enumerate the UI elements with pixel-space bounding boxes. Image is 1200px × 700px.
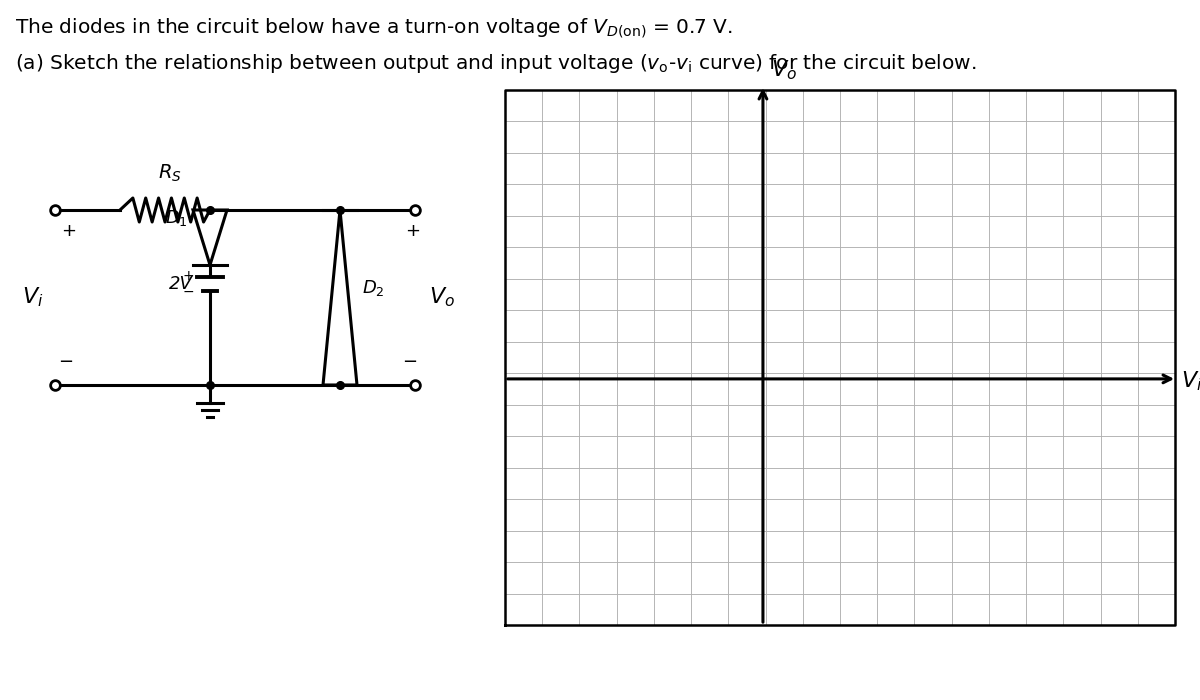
Text: $R_S$: $R_S$ bbox=[158, 162, 182, 184]
Text: +: + bbox=[182, 269, 194, 283]
Text: $D_2$: $D_2$ bbox=[362, 277, 385, 297]
Text: 2V: 2V bbox=[169, 275, 193, 293]
Text: $V_i$: $V_i$ bbox=[22, 286, 43, 309]
Text: −: − bbox=[402, 353, 418, 371]
Text: +: + bbox=[406, 222, 420, 240]
Text: $D_1$: $D_1$ bbox=[166, 208, 188, 228]
Text: (a) Sketch the relationship between output and input voltage ($v_{\mathrm{o}}$-$: (a) Sketch the relationship between outp… bbox=[14, 52, 977, 75]
Text: $V_o$: $V_o$ bbox=[770, 58, 797, 82]
Text: $V_o$: $V_o$ bbox=[430, 286, 455, 309]
Text: −: − bbox=[182, 285, 194, 299]
Text: −: − bbox=[58, 353, 73, 371]
Text: +: + bbox=[61, 222, 76, 240]
Text: $V_i$: $V_i$ bbox=[1181, 369, 1200, 393]
Text: The diodes in the circuit below have a turn-on voltage of $\mathit{V}_{\mathit{D: The diodes in the circuit below have a t… bbox=[14, 17, 733, 40]
